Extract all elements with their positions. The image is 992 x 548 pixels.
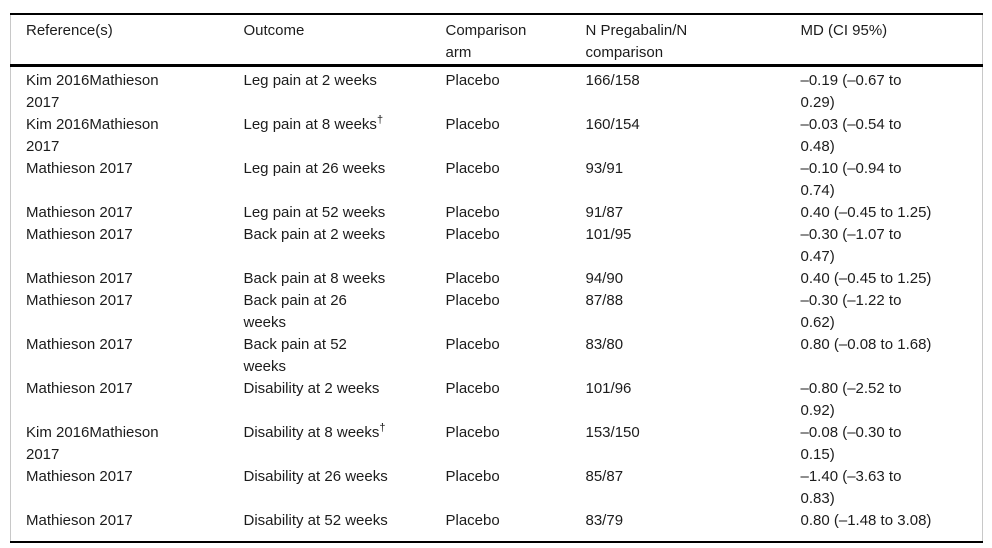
cell-outcome: Leg pain at 8 weeks†	[229, 114, 431, 158]
cell-reference: Mathieson 2017	[26, 468, 133, 485]
cell-reference: Kim 2016Mathieson 2017	[26, 72, 159, 111]
cell-md-ci: –1.40 (–3.63 to 0.83)	[800, 468, 902, 507]
cell-n-pregabalin-comparison: 166/158	[585, 72, 640, 89]
outcome-text: Leg pain at 52 weeks	[243, 204, 386, 221]
outcome-text: Disability at 8 weeks	[243, 424, 380, 441]
outcome-text: Leg pain at 2 weeks	[243, 72, 377, 89]
cell-comparison-arm: Placebo	[445, 160, 500, 177]
cell-reference: Kim 2016Mathieson 2017	[26, 116, 159, 155]
cell-outcome: Back pain at 2 weeks	[229, 224, 431, 268]
cell-comparison-arm: Placebo	[445, 226, 500, 243]
cell-comparison-arm: Placebo	[445, 72, 500, 89]
table-header: Reference(s) Outcome Comparison arm N Pr…	[10, 14, 983, 67]
cell-reference: Mathieson 2017	[26, 160, 133, 177]
outcome-text: Leg pain at 8 weeks	[243, 116, 377, 133]
column-header-outcome: Outcome	[228, 14, 431, 67]
cell-reference: Mathieson 2017	[26, 512, 133, 529]
cell-reference: Mathieson 2017	[26, 204, 133, 221]
header-row: Reference(s) Outcome Comparison arm N Pr…	[10, 14, 983, 67]
table-row: Kim 2016Mathieson 2017 Leg pain at 8 wee…	[11, 114, 983, 158]
dagger-footnote-marker: †	[379, 422, 386, 434]
cell-n-pregabalin-comparison: 93/91	[585, 160, 624, 177]
cell-outcome: Back pain at 26 weeks	[229, 290, 431, 334]
cell-n-pregabalin-comparison: 85/87	[585, 468, 624, 485]
cell-outcome: Leg pain at 2 weeks	[229, 66, 431, 115]
cell-reference: Mathieson 2017	[26, 336, 133, 353]
cell-md-ci: 0.80 (–0.08 to 1.68)	[800, 336, 932, 353]
cell-md-ci: –0.08 (–0.30 to 0.15)	[800, 424, 902, 463]
cell-md-ci: –0.30 (–1.07 to 0.47)	[800, 226, 902, 265]
cell-md-ci: 0.40 (–0.45 to 1.25)	[800, 204, 932, 221]
cell-n-pregabalin-comparison: 160/154	[585, 116, 640, 133]
cell-outcome: Disability at 2 weeks	[229, 378, 431, 422]
cell-reference: Mathieson 2017	[26, 270, 133, 287]
table-row: Mathieson 2017 Back pain at 52 weeks Pla…	[11, 334, 983, 378]
column-header-n: N Pregabalin/N comparison	[570, 14, 786, 67]
cell-n-pregabalin-comparison: 87/88	[585, 292, 624, 309]
cell-n-pregabalin-comparison: 83/79	[585, 512, 624, 529]
table-body: Kim 2016Mathieson 2017 Leg pain at 2 wee…	[11, 66, 983, 543]
cell-outcome: Disability at 52 weeks	[229, 510, 431, 542]
cell-comparison-arm: Placebo	[445, 336, 500, 353]
table-row: Mathieson 2017 Leg pain at 26 weeks Plac…	[11, 158, 983, 202]
table-row: Mathieson 2017 Back pain at 2 weeks Plac…	[11, 224, 983, 268]
results-table-container: Reference(s) Outcome Comparison arm N Pr…	[10, 13, 983, 543]
cell-n-pregabalin-comparison: 83/80	[585, 336, 624, 353]
cell-outcome: Back pain at 8 weeks	[229, 268, 431, 290]
table-row: Mathieson 2017 Back pain at 26 weeks Pla…	[11, 290, 983, 334]
cell-n-pregabalin-comparison: 153/150	[585, 424, 640, 441]
cell-reference: Mathieson 2017	[26, 226, 133, 243]
cell-comparison-arm: Placebo	[445, 424, 500, 441]
cell-reference: Mathieson 2017	[26, 380, 133, 397]
cell-n-pregabalin-comparison: 101/95	[585, 226, 632, 243]
outcome-text: Back pain at 8 weeks	[243, 270, 386, 287]
table-row: Mathieson 2017 Leg pain at 52 weeks Plac…	[11, 202, 983, 224]
cell-outcome: Disability at 26 weeks	[229, 466, 431, 510]
cell-md-ci: –0.30 (–1.22 to 0.62)	[800, 292, 902, 331]
cell-md-ci: –0.10 (–0.94 to 0.74)	[800, 160, 902, 199]
cell-md-ci: –0.03 (–0.54 to 0.48)	[800, 116, 902, 155]
cell-md-ci: 0.80 (–1.48 to 3.08)	[800, 512, 932, 529]
cell-reference: Kim 2016Mathieson 2017	[26, 424, 159, 463]
cell-md-ci: 0.40 (–0.45 to 1.25)	[800, 270, 932, 287]
outcome-text: Disability at 2 weeks	[243, 380, 380, 397]
outcome-text: Leg pain at 26 weeks	[243, 160, 386, 177]
table-row: Mathieson 2017 Disability at 2 weeks Pla…	[11, 378, 983, 422]
outcome-text: Disability at 26 weeks	[243, 468, 388, 485]
cell-comparison-arm: Placebo	[445, 292, 500, 309]
table-row: Mathieson 2017 Disability at 52 weeks Pl…	[11, 510, 983, 542]
outcome-text: Back pain at 2 weeks	[243, 226, 386, 243]
column-header-comparison-arm: Comparison arm	[430, 14, 571, 67]
cell-comparison-arm: Placebo	[445, 468, 500, 485]
outcome-text: Back pain at 52 weeks	[243, 336, 347, 375]
cell-n-pregabalin-comparison: 94/90	[585, 270, 624, 287]
cell-comparison-arm: Placebo	[445, 380, 500, 397]
cell-outcome: Disability at 8 weeks†	[229, 422, 431, 466]
table-row: Mathieson 2017 Back pain at 8 weeks Plac…	[11, 268, 983, 290]
column-header-md-ci: MD (CI 95%)	[785, 14, 983, 67]
dagger-footnote-marker: †	[376, 114, 384, 126]
cell-outcome: Leg pain at 52 weeks	[229, 202, 431, 224]
outcome-text: Disability at 52 weeks	[243, 512, 388, 529]
cell-comparison-arm: Placebo	[445, 270, 500, 287]
cell-reference: Mathieson 2017	[26, 292, 133, 309]
cell-outcome: Back pain at 52 weeks	[229, 334, 431, 378]
table-row: Mathieson 2017 Disability at 26 weeks Pl…	[11, 466, 983, 510]
results-table: Reference(s) Outcome Comparison arm N Pr…	[10, 13, 983, 543]
cell-n-pregabalin-comparison: 91/87	[585, 204, 624, 221]
cell-n-pregabalin-comparison: 101/96	[585, 380, 632, 397]
cell-md-ci: –0.19 (–0.67 to 0.29)	[800, 72, 902, 111]
column-header-reference: Reference(s)	[10, 14, 229, 67]
cell-comparison-arm: Placebo	[445, 204, 500, 221]
cell-outcome: Leg pain at 26 weeks	[229, 158, 431, 202]
cell-comparison-arm: Placebo	[445, 116, 500, 133]
table-row: Kim 2016Mathieson 2017 Disability at 8 w…	[11, 422, 983, 466]
cell-md-ci: –0.80 (–2.52 to 0.92)	[800, 380, 902, 419]
outcome-text: Back pain at 26 weeks	[243, 292, 347, 331]
table-row: Kim 2016Mathieson 2017 Leg pain at 2 wee…	[11, 66, 983, 115]
cell-comparison-arm: Placebo	[445, 512, 500, 529]
